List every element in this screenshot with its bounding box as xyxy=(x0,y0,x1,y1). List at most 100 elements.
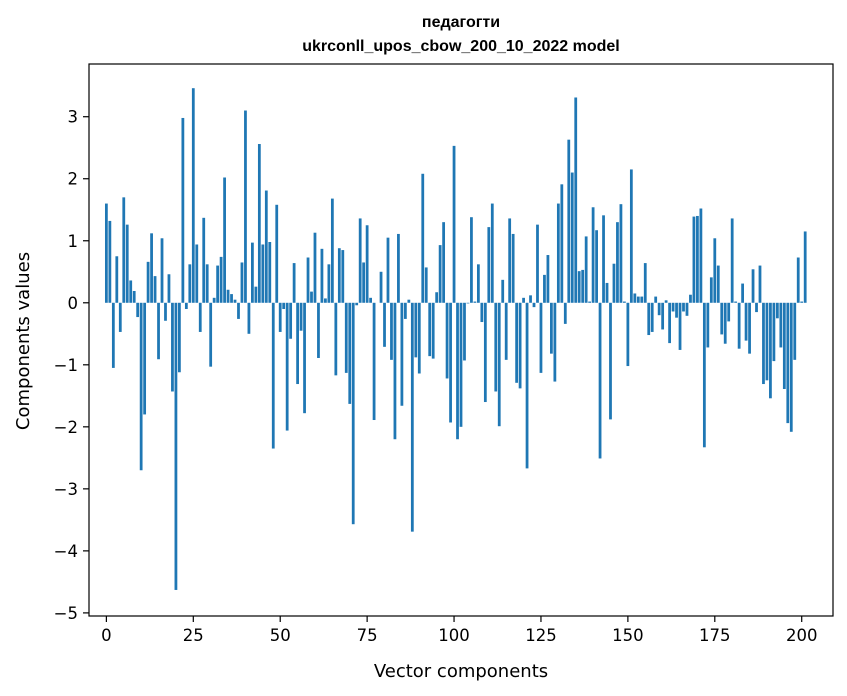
bar-component-172 xyxy=(702,302,706,448)
bar-component-114 xyxy=(501,279,505,303)
bar-component-60 xyxy=(313,232,317,303)
bar-component-130 xyxy=(556,203,560,303)
bar-component-185 xyxy=(748,302,751,354)
bar-component-19 xyxy=(171,302,174,392)
bar-component-24 xyxy=(188,264,192,303)
bar-component-69 xyxy=(344,302,348,373)
bar-component-183 xyxy=(741,283,744,303)
bar-component-93 xyxy=(428,302,432,357)
bar-component-135 xyxy=(574,97,578,303)
x-tick-label: 75 xyxy=(357,626,378,645)
bar-component-182 xyxy=(737,302,741,349)
bar-component-123 xyxy=(532,302,536,308)
bar-component-116 xyxy=(508,218,512,303)
bar-component-125 xyxy=(539,302,543,373)
bar-component-97 xyxy=(442,222,446,303)
bar-component-3 xyxy=(115,256,119,303)
bar-component-176 xyxy=(716,265,720,303)
bar-component-152 xyxy=(633,293,637,303)
bar-component-134 xyxy=(570,172,574,303)
bar-component-15 xyxy=(157,302,160,360)
bar-component-188 xyxy=(758,265,762,303)
bar-component-199 xyxy=(796,257,800,303)
bar-component-94 xyxy=(431,302,435,359)
bar-component-32 xyxy=(216,265,220,303)
bar-component-48 xyxy=(271,302,275,449)
bar-component-190 xyxy=(765,302,769,381)
bar-component-33 xyxy=(219,256,223,303)
bar-component-111 xyxy=(490,203,494,303)
bar-component-201 xyxy=(803,231,807,303)
bar-component-181 xyxy=(734,301,738,303)
bar-component-75 xyxy=(365,225,369,303)
bar-component-151 xyxy=(629,169,633,303)
bar-component-12 xyxy=(146,261,150,303)
bar-component-139 xyxy=(588,301,592,303)
bar-component-5 xyxy=(122,197,126,303)
bar-component-163 xyxy=(671,302,675,312)
bar-component-120 xyxy=(522,297,525,303)
bar-component-82 xyxy=(390,302,393,360)
bar-component-39 xyxy=(240,262,244,303)
bar-component-88 xyxy=(410,302,414,532)
y-tick-label: −1 xyxy=(54,356,78,375)
bar-component-146 xyxy=(612,263,616,303)
bar-component-65 xyxy=(330,198,334,303)
bar-component-61 xyxy=(317,302,320,358)
bar-component-47 xyxy=(268,242,272,303)
bar-component-126 xyxy=(543,274,546,303)
bar-component-90 xyxy=(417,302,421,374)
bar-component-16 xyxy=(160,238,164,303)
bar-component-106 xyxy=(473,301,477,303)
bar-component-43 xyxy=(254,286,258,303)
bar-component-136 xyxy=(577,271,581,303)
bar-component-180 xyxy=(730,218,734,303)
bar-component-95 xyxy=(435,292,439,303)
bar-component-110 xyxy=(487,227,491,303)
bar-component-157 xyxy=(650,302,654,332)
x-tick-label: 150 xyxy=(612,626,644,645)
bar-component-98 xyxy=(445,302,449,379)
bar-component-34 xyxy=(223,177,226,303)
y-tick-label: −5 xyxy=(54,604,78,623)
bar-component-117 xyxy=(511,233,515,303)
bar-component-138 xyxy=(584,236,588,303)
bar-component-128 xyxy=(550,302,553,354)
bar-component-64 xyxy=(327,264,331,303)
bar-component-17 xyxy=(164,302,167,321)
y-tick-label: −2 xyxy=(54,418,78,437)
bar-component-121 xyxy=(525,302,529,469)
bar-component-189 xyxy=(762,302,765,385)
bar-component-52 xyxy=(285,302,289,431)
bar-component-30 xyxy=(209,302,213,367)
bar-component-37 xyxy=(233,299,237,303)
bar-component-8 xyxy=(132,291,136,303)
bar-component-162 xyxy=(668,302,671,344)
bar-component-165 xyxy=(678,302,682,350)
bar-component-40 xyxy=(244,110,247,303)
bar-component-148 xyxy=(619,204,623,303)
bar-component-192 xyxy=(772,302,776,362)
bar-component-27 xyxy=(198,302,202,332)
bar-component-195 xyxy=(782,302,786,389)
bar-component-174 xyxy=(709,277,713,303)
bar-component-76 xyxy=(369,297,372,303)
bar-component-191 xyxy=(769,302,772,399)
bar-component-161 xyxy=(664,300,668,303)
y-tick-label: −3 xyxy=(54,480,78,499)
bar-component-26 xyxy=(195,244,199,303)
bar-component-87 xyxy=(407,299,411,303)
bar-component-58 xyxy=(306,257,310,303)
bar-component-103 xyxy=(463,302,466,361)
y-tick-label: −4 xyxy=(54,542,78,561)
bar-component-51 xyxy=(282,302,286,309)
bar-component-122 xyxy=(529,295,532,303)
bar-component-28 xyxy=(202,217,206,303)
bar-component-29 xyxy=(205,264,209,303)
x-tick-label: 125 xyxy=(525,626,557,645)
plot-frame xyxy=(88,63,834,617)
bar-component-187 xyxy=(755,302,758,313)
bar-component-63 xyxy=(324,298,327,303)
x-tick-label: 100 xyxy=(438,626,470,645)
